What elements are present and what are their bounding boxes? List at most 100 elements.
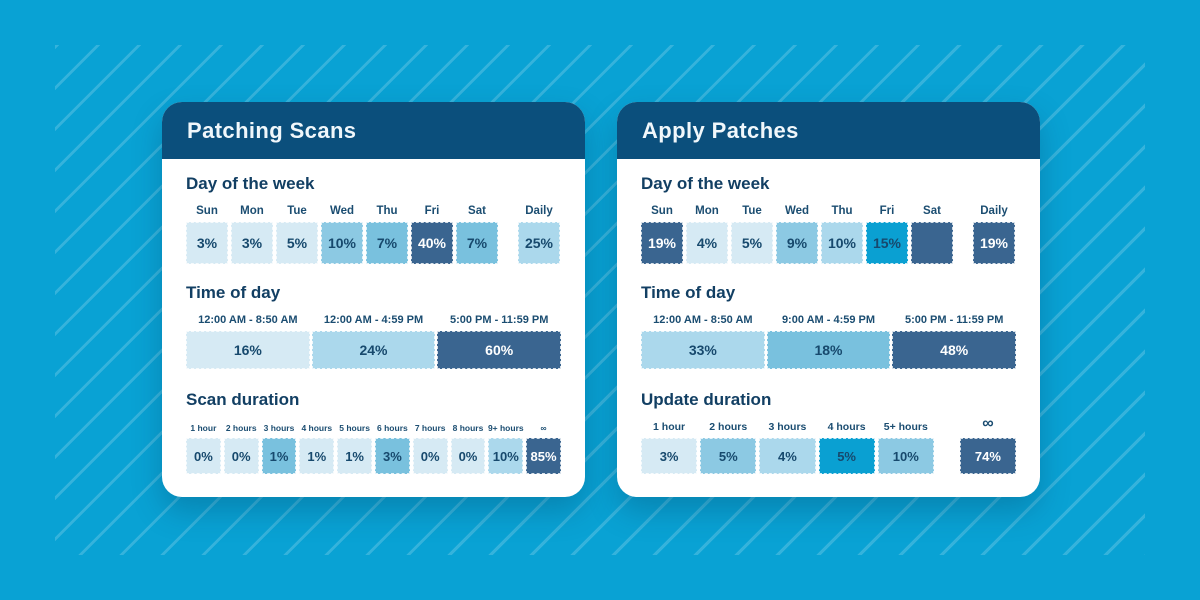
- cell-label: 9+ hours: [487, 423, 524, 433]
- cell-value: 0%: [231, 448, 251, 464]
- duration-column: ∞ 85%: [526, 418, 561, 474]
- duration-column: ∞ 74%: [959, 415, 1017, 474]
- cell-label: ∞: [982, 415, 994, 432]
- day-column: Mon 3%: [231, 202, 273, 264]
- day-column: Tue 5%: [276, 202, 318, 264]
- cell-label: Thu: [831, 205, 853, 217]
- card-header: Patching Scans: [162, 102, 585, 159]
- cell-value: 16%: [233, 342, 262, 358]
- value-cell: 5%: [276, 222, 318, 264]
- time-column: 5:00 PM - 11:59 PM 48%: [892, 311, 1017, 369]
- day-column: Daily 19%: [973, 202, 1015, 264]
- duration-column: 3 hours 1%: [261, 418, 297, 474]
- time-column: 12:00 AM - 8:50 AM 16%: [186, 311, 310, 369]
- day-column: Thu 7%: [366, 202, 408, 264]
- value-cell: [911, 222, 953, 264]
- cell-value: 3%: [382, 448, 402, 464]
- cell-label: 12:00 AM - 8:50 AM: [198, 314, 298, 326]
- cell-value: 10%: [327, 235, 357, 251]
- section-scan-duration: Scan duration 1 hour 0% 2 hours: [186, 390, 561, 474]
- cell-label: 5+ hours: [883, 421, 928, 433]
- time-column: 12:00 AM - 4:59 PM 24%: [311, 311, 436, 369]
- value-cell: 7%: [366, 222, 408, 264]
- value-cell: 24%: [311, 331, 436, 369]
- cell-value: 85%: [530, 448, 557, 464]
- card-title: Patching Scans: [187, 117, 357, 143]
- day-column: Mon 4%: [686, 202, 728, 264]
- cell-value: 4%: [696, 235, 718, 251]
- cell-label: Mon: [695, 205, 719, 217]
- section-heading: Scan duration: [186, 390, 300, 409]
- card-title: Apply Patches: [642, 117, 799, 143]
- cell-value: 7%: [466, 235, 488, 251]
- cell-value: 5%: [286, 235, 308, 251]
- duration-column: 4 hours 1%: [299, 418, 335, 474]
- value-cell: 0%: [412, 438, 448, 474]
- cell-label: 7 hours: [414, 423, 446, 433]
- cell-label: Tue: [287, 205, 307, 217]
- value-cell: 0%: [450, 438, 486, 474]
- cell-label: 5:00 PM - 11:59 PM: [904, 314, 1004, 326]
- value-cell: 3%: [186, 222, 228, 264]
- day-column: Sun 19%: [641, 202, 683, 264]
- cell-value: 48%: [940, 342, 969, 358]
- value-cell: 5%: [818, 438, 875, 474]
- value-cell: 10%: [877, 438, 934, 474]
- time-column: 12:00 AM - 8:50 AM 33%: [641, 311, 765, 369]
- value-cell: 1%: [299, 438, 335, 474]
- cell-label: 3 hours: [768, 421, 807, 433]
- value-cell: 74%: [959, 438, 1017, 474]
- cell-label: 5:00 PM - 11:59 PM: [449, 314, 549, 326]
- cell-label: ∞: [540, 423, 547, 433]
- cell-label: 3 hours: [263, 423, 295, 433]
- value-cell: 60%: [437, 331, 562, 369]
- day-column: Thu 10%: [821, 202, 863, 264]
- cell-label: 1 hour: [190, 423, 217, 433]
- cell-label: Thu: [376, 205, 398, 217]
- day-column: Sat 7%: [456, 202, 498, 264]
- day-of-week-row: Sun 19% Mon 4%: [641, 202, 1016, 264]
- cell-label: 4 hours: [301, 423, 333, 433]
- value-cell: 5%: [700, 438, 757, 474]
- cell-value: 1%: [307, 448, 327, 464]
- section-heading: Day of the week: [186, 174, 315, 193]
- cell-value: 33%: [688, 342, 717, 358]
- cell-value: 60%: [485, 342, 514, 358]
- cell-value: 5%: [741, 235, 763, 251]
- cell-value: 15%: [872, 235, 902, 251]
- section-heading: Day of the week: [641, 174, 770, 193]
- day-of-week-row: Sun 3% Mon 3%: [186, 202, 561, 264]
- time-column: 9:00 AM - 4:59 PM 18%: [766, 311, 891, 369]
- cell-value: 5%: [718, 448, 738, 464]
- cell-value: 25%: [524, 235, 554, 251]
- cell-value: 9%: [786, 235, 808, 251]
- cell-value: 0%: [458, 448, 478, 464]
- value-cell: 0%: [223, 438, 259, 474]
- day-column: Daily 25%: [518, 202, 560, 264]
- cell-label: 12:00 AM - 8:50 AM: [653, 314, 753, 326]
- cell-label: 1 hour: [653, 421, 686, 433]
- value-cell: 85%: [526, 438, 561, 474]
- duration-column: 9+ hours 10%: [487, 418, 524, 474]
- value-cell: 7%: [456, 222, 498, 264]
- section-heading: Time of day: [186, 283, 281, 302]
- day-column: Sun 3%: [186, 202, 228, 264]
- value-cell: 3%: [374, 438, 410, 474]
- card-apply-patches: Apply Patches Day of the week Sun 19%: [617, 102, 1040, 497]
- cell-value: 0%: [420, 448, 440, 464]
- cell-value: 3%: [196, 235, 218, 251]
- duration-column: 2 hours 5%: [700, 418, 757, 474]
- value-cell: 18%: [766, 331, 891, 369]
- duration-column: 6 hours 3%: [374, 418, 410, 474]
- value-cell: 3%: [641, 438, 698, 474]
- duration-column: 4 hours 5%: [818, 418, 875, 474]
- cell-value: 18%: [814, 342, 843, 358]
- section-heading: Time of day: [641, 283, 736, 302]
- value-cell: 3%: [231, 222, 273, 264]
- cell-label: 2 hours: [709, 421, 748, 433]
- card-patching-scans: Patching Scans Day of the week Sun 3%: [162, 102, 585, 497]
- cell-label: Fri: [424, 205, 440, 217]
- cell-value: 40%: [417, 235, 447, 251]
- cell-label: Wed: [329, 205, 355, 217]
- cell-label: Sun: [196, 205, 218, 217]
